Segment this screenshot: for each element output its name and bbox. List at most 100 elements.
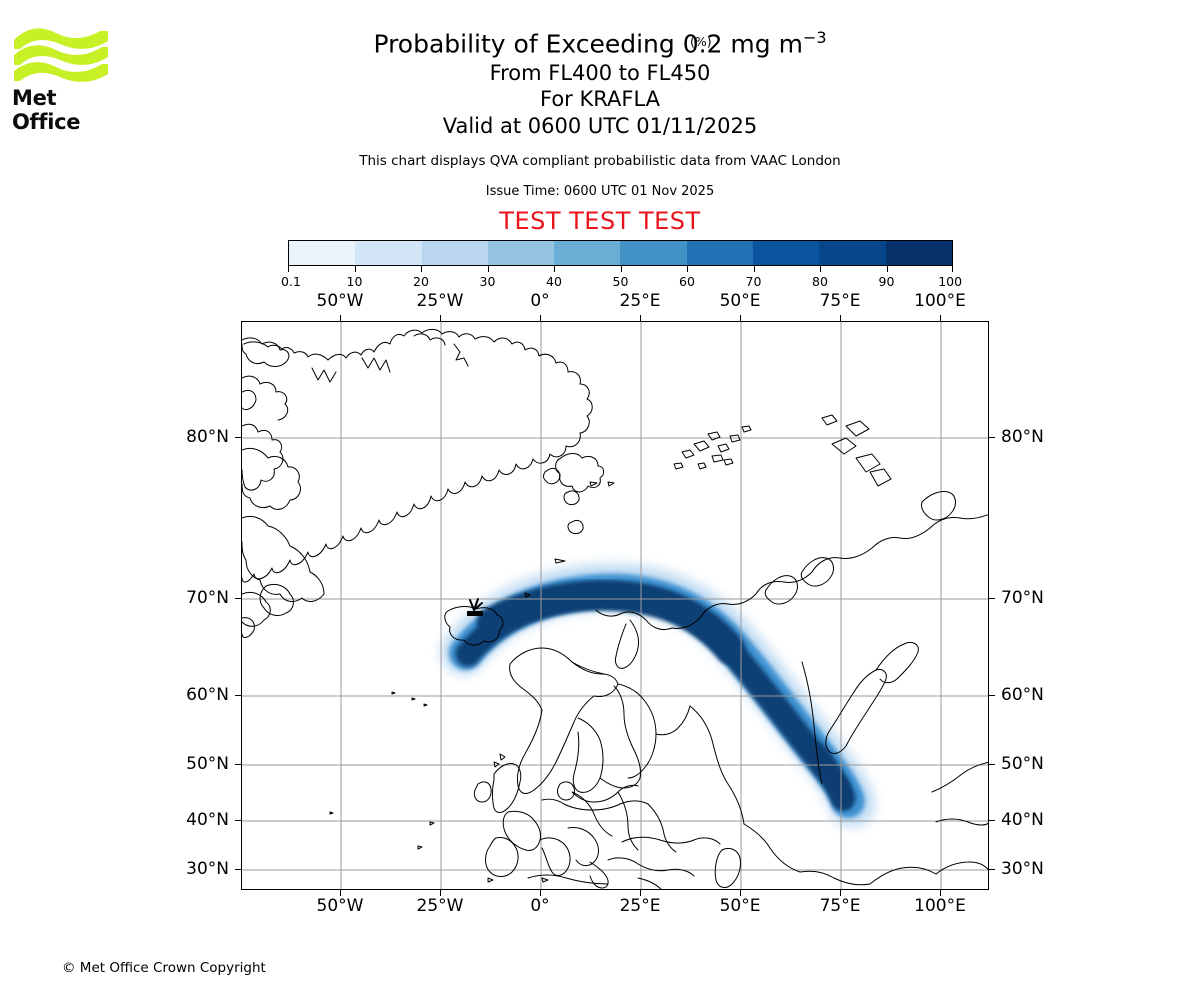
coastline-islet-a [391, 691, 396, 695]
border-central-asia [935, 861, 988, 875]
lon-tick-0-bottom [540, 890, 541, 896]
lon-tick-50E-bottom [740, 890, 741, 896]
coastline-black-sea-north [621, 836, 721, 845]
issue-time: Issue Time: 0600 UTC 01 Nov 2025 [485, 183, 715, 199]
colorbar-ticks [288, 266, 953, 274]
coastline-fjl-j [697, 462, 707, 470]
colorbar-band-3 [487, 241, 555, 265]
colorbar-tick-7 [753, 266, 755, 272]
coastline-kola-north [595, 609, 673, 631]
coastline-severnaya-c [855, 453, 881, 473]
subtitle-valid-time: Valid at 0600 UTC 01/11/2025 [442, 114, 758, 139]
lat-tick-80N-right [989, 437, 995, 438]
lon-label-0-bottom: 0° [530, 896, 550, 916]
qva-note: This chart displays QVA compliant probab… [359, 152, 841, 169]
met-office-wordmark: Met Office [12, 86, 81, 134]
colorbar-label-90: 90 [878, 274, 895, 289]
lat-label-70N-left: 70°N [186, 588, 229, 608]
lon-tick-75E-top [840, 315, 841, 321]
colorbar-label-30: 30 [479, 274, 496, 289]
ash-plume-bulge [477, 580, 745, 664]
border-russia-west [689, 705, 745, 825]
lat-label-80N-right: 80°N [1001, 427, 1044, 447]
coastline-russian-arctic [671, 514, 988, 629]
lon-label-25W-bottom: 25°W [416, 896, 464, 916]
coastline-canaries [417, 845, 423, 850]
colorbar-tick-3 [487, 266, 489, 272]
coastline-balearics [487, 877, 494, 883]
colorbar-tick-8 [820, 266, 821, 272]
border-central-europe-a [571, 791, 613, 837]
colorbar-label-80: 80 [812, 274, 828, 289]
lon-label-100E-top: 100°E [914, 291, 966, 311]
coastline-france [502, 810, 541, 851]
border-ural-region [801, 661, 823, 785]
coastline-islet-d [329, 811, 334, 815]
coastline-sweden-east [599, 685, 641, 789]
coastline-svalbard-spitsbergen [555, 453, 605, 493]
lat-tick-80N-left [235, 437, 241, 438]
lat-label-70N-right: 70°N [1001, 588, 1044, 608]
lon-label-50E-bottom: 50°E [719, 896, 761, 916]
coastline-baltic-south [571, 784, 639, 803]
lon-tick-25W-top [440, 315, 441, 321]
colorbar-label-20: 20 [413, 274, 429, 289]
lon-tick-25E-top [640, 315, 641, 321]
copyright-footer: © Met Office Crown Copyright [62, 960, 266, 976]
colorbar: 0.1 10 20 30 40 50 60 70 80 90 100 [281, 240, 962, 292]
coastline-severnaya-b [845, 420, 870, 437]
lon-label-50W-top: 50°W [316, 291, 364, 311]
subtitle-flight-level: From FL400 to FL450 [489, 60, 711, 85]
coastline-fjl-e [729, 434, 741, 443]
lat-label-40N-right: 40°N [1001, 810, 1044, 830]
colorbar-tick-1 [354, 266, 356, 272]
border-central-europe-b [617, 791, 639, 851]
lat-label-60N-left: 60°N [186, 685, 229, 705]
colorbar-tick-0 [288, 266, 289, 272]
volcano-marker-krafla [467, 598, 483, 616]
met-office-logo: Met Office [12, 24, 122, 134]
colorbar-band-8 [819, 241, 886, 265]
colorbar-label-100: 100 [938, 274, 963, 289]
coastline-north-germany-poland [541, 798, 649, 811]
border-siberia-south [935, 818, 988, 826]
ash-plume-tail [807, 744, 854, 809]
lat-tick-50N-left [235, 764, 241, 765]
ash-plume [441, 563, 875, 827]
page-title: Probability of Exceeding 0.2 mg m−3 [0, 28, 1200, 60]
lat-label-50N-left: 50°N [186, 754, 229, 774]
coastline-orkney [493, 761, 500, 768]
coastline-greenland-west-detail [242, 423, 284, 491]
lon-tick-50W-top [340, 315, 341, 321]
coastline-fjl-f [711, 454, 724, 463]
lat-label-30N-right: 30°N [1001, 859, 1044, 879]
colorbar-tick-6 [687, 266, 688, 272]
border-sweden-norway [572, 717, 604, 793]
border-kazakhstan-east [869, 866, 937, 885]
lat-tick-30N-left [235, 869, 241, 870]
lat-tick-70N-left [235, 598, 241, 599]
coastline-ellesmere [242, 337, 290, 367]
coastline-baffin-north [242, 389, 257, 411]
coastline-yamal-peninsula [800, 557, 834, 587]
coastline-denmark [557, 781, 575, 801]
colorbar-label-60: 60 [679, 274, 695, 289]
page-title-text: Probability of Exceeding 0.2 mg m [373, 29, 803, 59]
colorbar-band-1 [355, 241, 422, 265]
coastline-iberia [485, 837, 519, 877]
coastline-balkans [567, 827, 599, 867]
coastline-svalbard-edgeoya [563, 490, 580, 506]
lon-label-75E-top: 75°E [819, 291, 861, 311]
coastline-fjl-i [741, 425, 752, 433]
coastline-greenland-north-indents [361, 357, 391, 373]
lat-label-40N-left: 40°N [186, 810, 229, 830]
coastline-levant [637, 877, 662, 889]
lon-label-100E-bottom: 100°E [914, 896, 966, 916]
page-title-exponent: −3 [802, 28, 827, 47]
lon-label-25E-top: 25°E [619, 291, 661, 311]
border-russia-kazakhstan-b [799, 870, 871, 886]
coastline-greenland-nfjord-b [453, 343, 469, 367]
coastline-madeira [429, 821, 435, 826]
lon-tick-0-top [540, 315, 541, 321]
colorbar-band-9 [885, 241, 952, 265]
